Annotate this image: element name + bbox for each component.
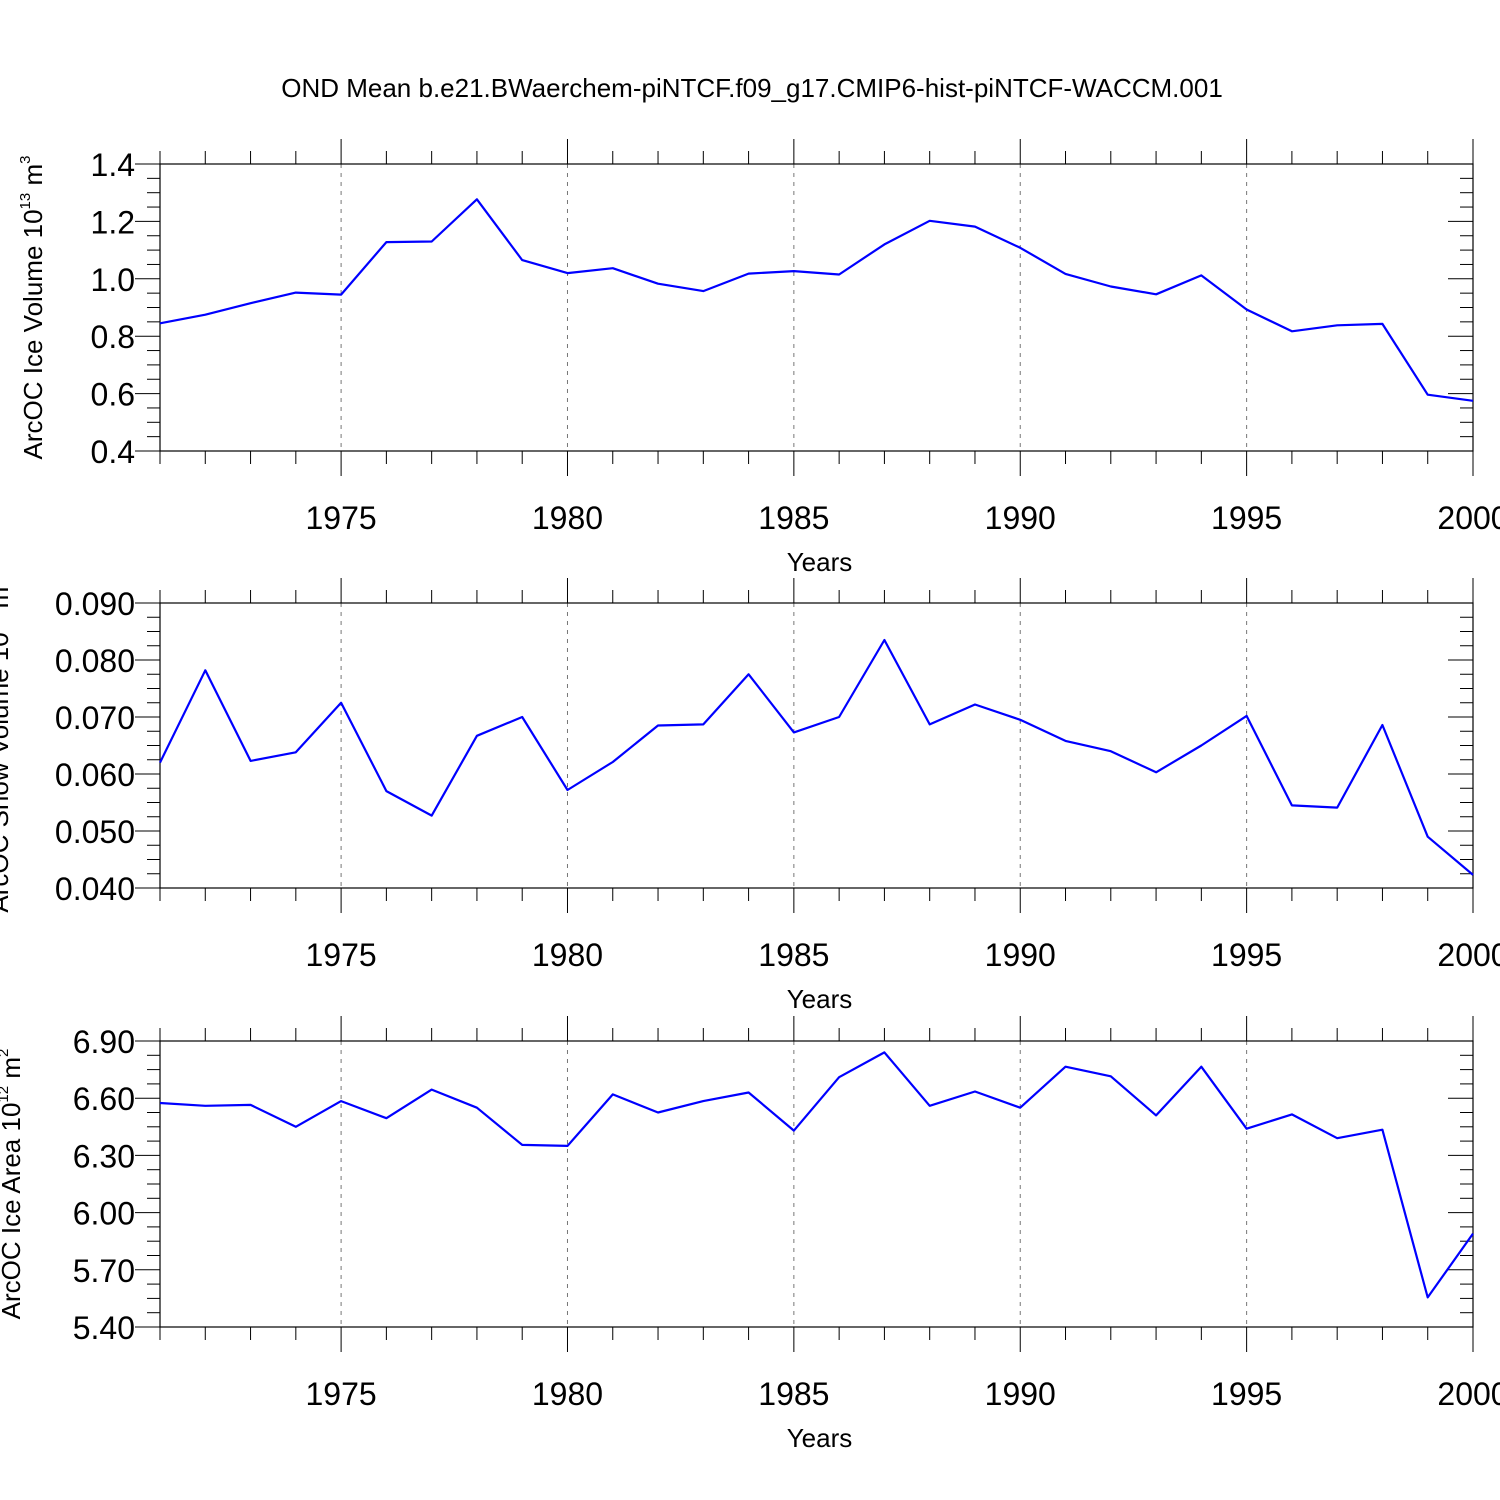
x-tick-label: 1980 xyxy=(532,500,603,536)
data-series-line xyxy=(159,1051,1474,1299)
y-label-main: ArcOC Snow Volume 10 xyxy=(0,632,14,912)
y-tick-label: 6.00 xyxy=(73,1196,135,1232)
x-tick-label: 1995 xyxy=(1211,500,1282,536)
x-tick-label: 1975 xyxy=(306,1376,377,1412)
x-tick-label: 2000 xyxy=(1437,500,1500,536)
y-tick-label: 5.40 xyxy=(73,1310,135,1346)
y-tick-label: 1.0 xyxy=(91,262,135,298)
y-tick-label: 6.30 xyxy=(73,1138,135,1174)
x-tick-label: 1980 xyxy=(532,937,603,973)
y-label-exponent: 12 xyxy=(0,1086,12,1103)
y-label-unit-exponent: 2 xyxy=(0,1049,12,1057)
y-label-unit-exponent: 3 xyxy=(17,156,34,164)
chart-title: OND Mean b.e21.BWaerchem-piNTCF.f09_g17.… xyxy=(281,73,1223,103)
y-axis-label: ArcOC Ice Volume 1013 m3 xyxy=(17,156,48,460)
data-series-line xyxy=(159,198,1474,402)
x-tick-label: 2000 xyxy=(1437,1376,1500,1412)
y-label-unit: m xyxy=(18,164,48,193)
y-tick-label: 0.050 xyxy=(55,814,135,850)
data-series-line xyxy=(159,638,1474,876)
y-label-exponent: 13 xyxy=(17,193,34,210)
x-tick-label: 1995 xyxy=(1211,937,1282,973)
x-tick-label: 1985 xyxy=(758,500,829,536)
y-label-unit: m xyxy=(0,587,14,616)
panel-3: 1975 1980 1985 1990 1995 2000 5.40 5.70 6.00 6.30… xyxy=(0,1016,1500,1453)
y-axis-label: ArcOC Snow Volume 1013 m3 xyxy=(0,578,14,912)
y-axis-label: ArcOC Ice Area 1012 m2 xyxy=(0,1049,26,1320)
y-label-main: ArcOC Ice Volume 10 xyxy=(18,209,48,459)
plot-frame xyxy=(159,163,1474,452)
x-tick-label: 1980 xyxy=(532,1376,603,1412)
x-tick-label: 1975 xyxy=(306,937,377,973)
x-axis-label: Years xyxy=(787,984,853,1014)
y-tick-label: 1.2 xyxy=(91,204,135,240)
x-tick-label: 1985 xyxy=(758,937,829,973)
x-axis-label: Years xyxy=(787,547,853,577)
x-tick-label: 1990 xyxy=(985,1376,1056,1412)
x-tick-label: 1990 xyxy=(985,500,1056,536)
y-tick-label: 6.60 xyxy=(73,1081,135,1117)
y-tick-label: 0.4 xyxy=(91,434,135,470)
y-label-main: ArcOC Ice Area 10 xyxy=(0,1103,26,1320)
y-tick-label: 1.4 xyxy=(91,147,135,183)
x-axis-label: Years xyxy=(787,1423,853,1453)
y-tick-label: 0.040 xyxy=(55,871,135,907)
plot-frame xyxy=(159,1040,1474,1328)
y-tick-label: 0.060 xyxy=(55,757,135,793)
y-tick-label: 0.070 xyxy=(55,700,135,736)
panel-2: 1975 1980 1985 1990 1995 2000 0.040 0.050 0.060 0… xyxy=(0,578,1500,1014)
x-tick-label: 1975 xyxy=(306,500,377,536)
y-tick-label: 6.90 xyxy=(73,1024,135,1060)
plot-frame xyxy=(159,602,1474,889)
x-tick-label: 2000 xyxy=(1437,937,1500,973)
y-label-unit: m xyxy=(0,1057,26,1086)
y-tick-label: 0.080 xyxy=(55,643,135,679)
x-tick-label: 1995 xyxy=(1211,1376,1282,1412)
y-tick-label: 0.6 xyxy=(91,377,135,413)
panel-1: 1975 1980 1985 1990 1995 2000 0.4 0.6 0.8 1.0 1.2 1… xyxy=(17,139,1500,577)
y-tick-label: 0.8 xyxy=(91,319,135,355)
y-tick-label: 5.70 xyxy=(73,1253,135,1289)
y-tick-label: 0.090 xyxy=(55,586,135,622)
x-tick-label: 1990 xyxy=(985,937,1056,973)
x-tick-label: 1985 xyxy=(758,1376,829,1412)
